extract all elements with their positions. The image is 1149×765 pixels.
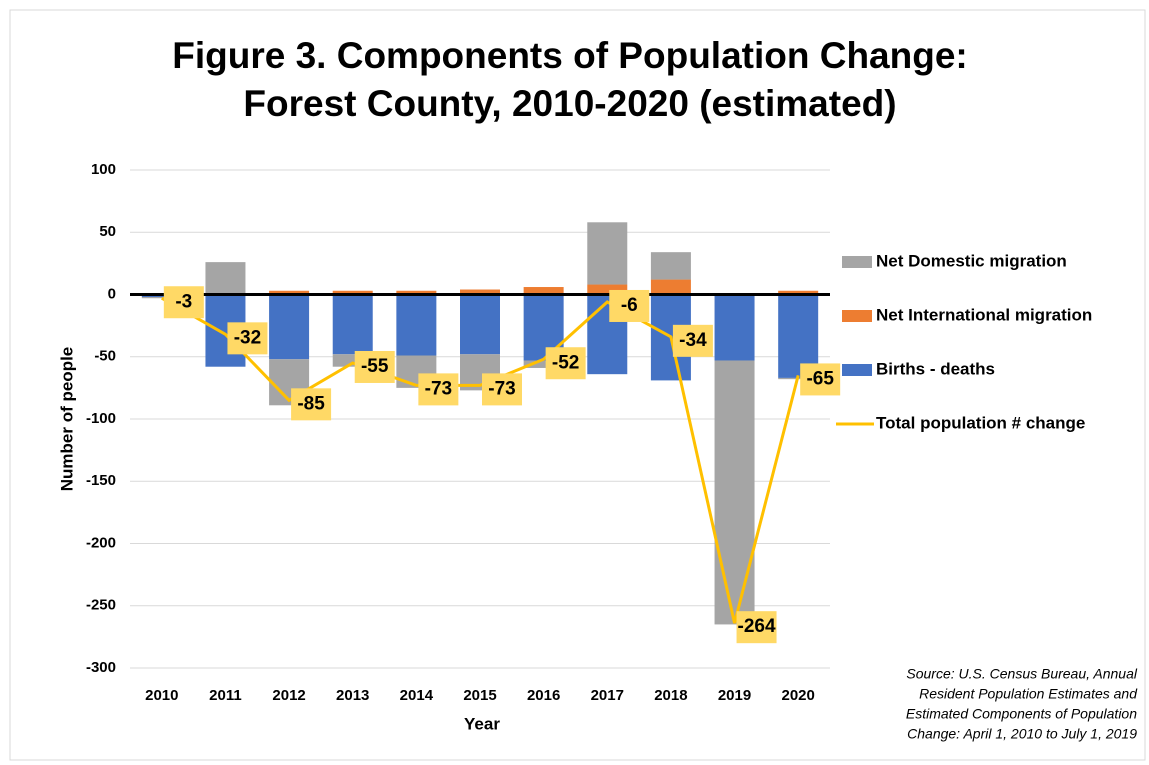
bar bbox=[650, 279, 691, 295]
source-note: Resident Population Estimates and bbox=[919, 686, 1138, 702]
data-label-box bbox=[672, 324, 713, 357]
y-tick-label: -100 bbox=[86, 410, 116, 427]
data-label-box bbox=[354, 350, 395, 383]
bar bbox=[778, 290, 819, 295]
y-axis-label: Number of people bbox=[57, 347, 76, 492]
bar bbox=[332, 290, 373, 295]
y-tick-label: -200 bbox=[86, 534, 116, 551]
legend-label: Net Domestic migration bbox=[876, 251, 1067, 270]
y-tick-label: 50 bbox=[99, 223, 116, 240]
data-label-box bbox=[800, 363, 841, 396]
bar bbox=[523, 287, 564, 295]
bar bbox=[650, 252, 691, 280]
y-tick-label: 0 bbox=[108, 285, 116, 302]
x-tick-label: 2019 bbox=[718, 687, 751, 704]
bar bbox=[396, 290, 437, 295]
legend-swatch bbox=[842, 256, 872, 268]
y-tick-label: 100 bbox=[91, 161, 116, 178]
bar bbox=[523, 360, 564, 368]
x-tick-label: 2015 bbox=[463, 687, 496, 704]
x-axis-label: Year bbox=[464, 714, 500, 733]
bar bbox=[269, 290, 310, 295]
data-label-box bbox=[418, 373, 459, 406]
bar bbox=[714, 360, 755, 625]
data-label-box bbox=[736, 611, 777, 644]
legend-label: Total population # change bbox=[876, 413, 1085, 432]
source-note: Source: U.S. Census Bureau, Annual bbox=[906, 666, 1138, 682]
legend-swatch bbox=[842, 310, 872, 322]
data-label: -65 bbox=[806, 368, 834, 389]
bar bbox=[587, 284, 628, 295]
y-tick-label: -250 bbox=[86, 597, 116, 614]
data-label: -3 bbox=[175, 291, 192, 312]
x-tick-label: 2018 bbox=[654, 687, 687, 704]
x-tick-label: 2011 bbox=[209, 687, 242, 704]
bar bbox=[332, 294, 373, 355]
data-label: -32 bbox=[234, 327, 261, 348]
data-label: -34 bbox=[679, 330, 707, 351]
source-note: Change: April 1, 2010 to July 1, 2019 bbox=[907, 726, 1137, 742]
y-tick-label: -50 bbox=[94, 348, 116, 365]
chart-title: Forest County, 2010-2020 (estimated) bbox=[243, 83, 896, 124]
y-tick-label: -300 bbox=[86, 659, 116, 676]
x-tick-label: 2012 bbox=[272, 687, 305, 704]
bar bbox=[587, 222, 628, 285]
x-tick-label: 2017 bbox=[591, 687, 624, 704]
line bbox=[161, 296, 800, 624]
x-tick-label: 2013 bbox=[336, 687, 369, 704]
y-tick-label: -150 bbox=[86, 472, 116, 489]
data-label: -264 bbox=[738, 616, 776, 637]
legend-swatch bbox=[842, 364, 872, 376]
bar bbox=[714, 294, 755, 361]
legend-label: Births - deaths bbox=[876, 359, 995, 378]
chart-title: Figure 3. Components of Population Chang… bbox=[172, 35, 967, 76]
x-tick-label: 2014 bbox=[400, 687, 434, 704]
chart-border bbox=[9, 9, 1146, 761]
bar bbox=[460, 289, 500, 295]
data-label-box bbox=[609, 289, 650, 322]
data-label-box bbox=[163, 286, 204, 319]
data-label-box bbox=[482, 373, 522, 406]
x-tick-label: 2010 bbox=[145, 687, 178, 704]
data-label: -73 bbox=[425, 378, 452, 399]
data-label: -85 bbox=[297, 393, 325, 414]
data-label-box bbox=[227, 322, 268, 355]
bar bbox=[269, 294, 310, 360]
bar bbox=[141, 296, 182, 299]
data-label: -55 bbox=[361, 356, 389, 377]
bar bbox=[460, 294, 500, 355]
source-note: Estimated Components of Population bbox=[906, 706, 1137, 722]
data-label: -52 bbox=[552, 352, 579, 373]
data-label: -73 bbox=[488, 378, 515, 399]
x-tick-label: 2020 bbox=[781, 687, 814, 704]
bar bbox=[205, 262, 246, 294]
legend-label: Net International migration bbox=[876, 305, 1092, 324]
data-label: -6 bbox=[621, 295, 638, 316]
data-label-box bbox=[291, 388, 332, 421]
bar bbox=[396, 294, 437, 356]
x-tick-label: 2016 bbox=[527, 687, 560, 704]
data-label-box bbox=[545, 347, 586, 380]
